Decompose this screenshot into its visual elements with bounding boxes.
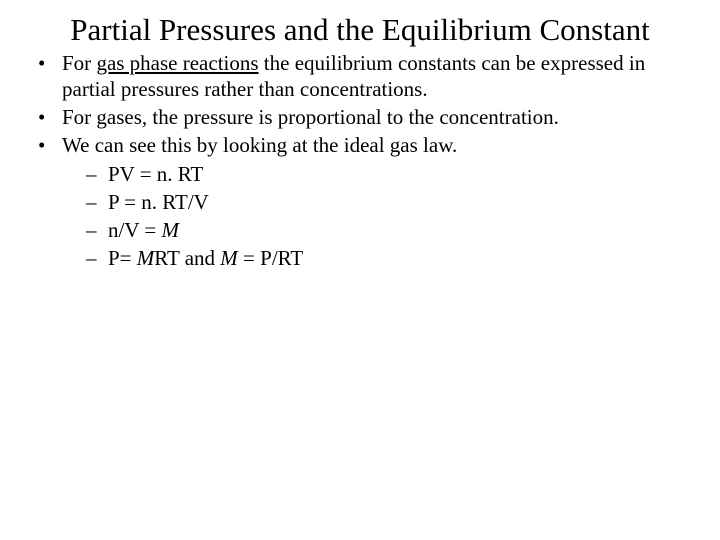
sub-bullet-text-post: = P/RT — [238, 246, 303, 270]
sub-bullet-item: P= MRT and M = P/RT — [86, 245, 700, 271]
sub-bullet-item: P = n. RT/V — [86, 189, 700, 215]
bullet-item: For gases, the pressure is proportional … — [38, 104, 700, 130]
sub-bullet-list: PV = n. RT P = n. RT/V n/V = M P= MRT an… — [62, 161, 700, 272]
slide-title: Partial Pressures and the Equilibrium Co… — [60, 12, 660, 48]
bullet-list: For gas phase reactions the equilibrium … — [20, 50, 700, 272]
sub-bullet-text-mid: RT and — [154, 246, 220, 270]
sub-bullet-item: PV = n. RT — [86, 161, 700, 187]
bullet-text-underlined: gas phase reactions — [96, 51, 258, 75]
bullet-text: We can see this by looking at the ideal … — [62, 133, 457, 157]
sub-bullet-text-pre: P= — [108, 246, 137, 270]
sub-bullet-text: P = n. RT/V — [108, 190, 209, 214]
sub-bullet-text: PV = n. RT — [108, 162, 203, 186]
bullet-item: We can see this by looking at the ideal … — [38, 132, 700, 271]
bullet-text-pre: For — [62, 51, 96, 75]
bullet-item: For gas phase reactions the equilibrium … — [38, 50, 700, 103]
bullet-text: For gases, the pressure is proportional … — [62, 105, 559, 129]
sub-bullet-text-italic: M — [220, 246, 238, 270]
sub-bullet-text-italic: M — [137, 246, 155, 270]
sub-bullet-item: n/V = M — [86, 217, 700, 243]
slide: Partial Pressures and the Equilibrium Co… — [0, 0, 720, 540]
slide-body: For gas phase reactions the equilibrium … — [20, 50, 700, 272]
sub-bullet-text-italic: M — [161, 218, 179, 242]
sub-bullet-text-pre: n/V = — [108, 218, 161, 242]
